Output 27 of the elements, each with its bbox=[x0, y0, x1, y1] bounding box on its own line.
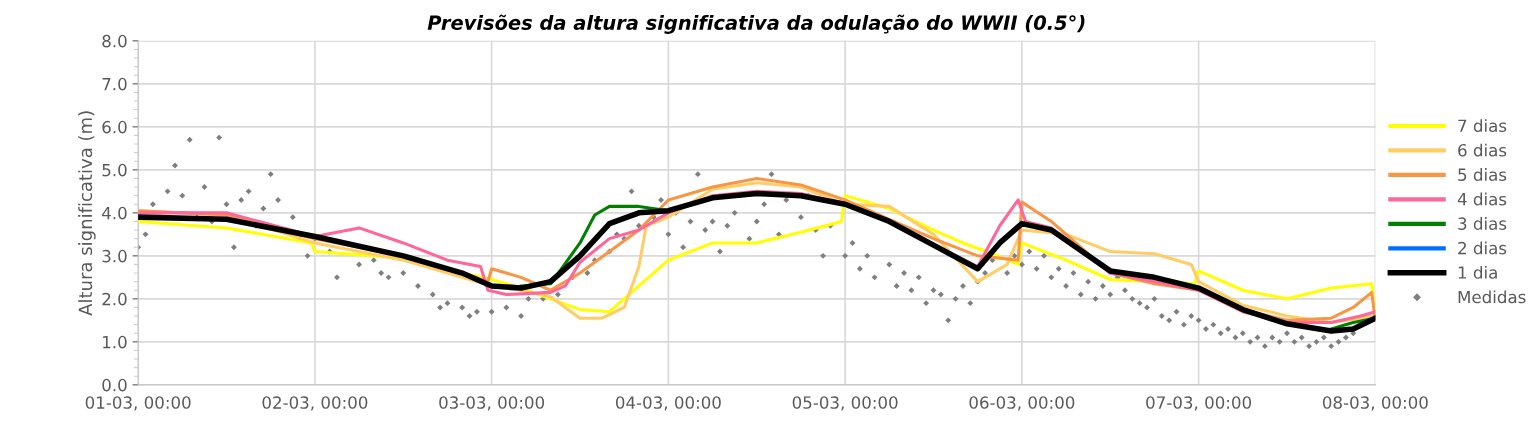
x-tick-label: 05-03, 00:00 bbox=[792, 396, 898, 411]
legend-label: 3 dias bbox=[1458, 217, 1507, 230]
y-tick-label: 4.0 bbox=[102, 206, 127, 220]
x-tick-label: 03-03, 00:00 bbox=[439, 396, 545, 411]
legend-label: Medidas bbox=[1458, 290, 1526, 304]
y-tick-label: 5.0 bbox=[102, 163, 127, 177]
x-tick-label: 02-03, 00:00 bbox=[262, 396, 368, 411]
x-tick-label: 06-03, 00:00 bbox=[969, 396, 1075, 411]
legend-label: 7 dias bbox=[1458, 119, 1507, 133]
y-tick-label: 1.0 bbox=[103, 335, 127, 349]
x-tick-label: 07-03, 00:00 bbox=[1146, 396, 1252, 411]
legend-label: 2 dias bbox=[1458, 241, 1507, 255]
y-tick-label: 6.0 bbox=[102, 120, 127, 134]
y-tick-label: 8.0 bbox=[102, 34, 127, 48]
legend-label: 5 dias bbox=[1458, 168, 1507, 181]
y-tick-label: 7.0 bbox=[102, 77, 127, 91]
x-tick-label: 04-03, 00:00 bbox=[615, 396, 721, 411]
y-axis-title: Altura significativa (m) bbox=[78, 111, 96, 316]
x-tick-label: 08-03, 00:00 bbox=[1322, 396, 1428, 411]
chart-title: Previsões da altura significativa da odulação do WWII (0.5°) bbox=[427, 14, 1085, 34]
y-tick-label: 2.0 bbox=[102, 292, 127, 306]
legend-label: 1 dia bbox=[1458, 265, 1497, 279]
y-tick-label: 3.0 bbox=[102, 249, 127, 263]
x-tick-label: 01-03, 00:00 bbox=[85, 396, 191, 411]
y-tick-label: 0.0 bbox=[102, 378, 127, 392]
legend-label: 6 dias bbox=[1458, 143, 1507, 157]
legend-label: 4 dias bbox=[1457, 192, 1507, 206]
